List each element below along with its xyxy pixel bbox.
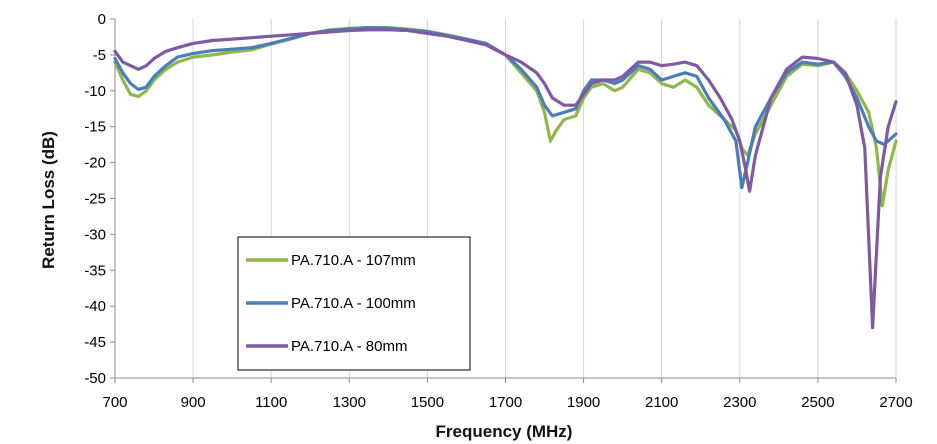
y-tick-label: -45 <box>84 334 106 351</box>
series-lines <box>113 26 898 330</box>
x-tick-label: 900 <box>181 394 206 411</box>
x-tick-label: 2100 <box>645 394 678 411</box>
y-tick-label: 0 <box>98 11 106 28</box>
x-tick-label: 1300 <box>333 394 366 411</box>
series-line-3 <box>113 28 898 330</box>
legend-label: PA.710.A - 80mm <box>291 338 407 355</box>
y-tick-label: -5 <box>93 47 106 64</box>
x-tick-label: 1500 <box>411 394 444 411</box>
y-axis-title: Return Loss (dB) <box>39 131 58 269</box>
x-tick-labels: 700 900 1100 1300 1500 1700 1900 2100 2300 2500 27… <box>102 394 912 411</box>
legend-label: PA.710.A - 100mm <box>291 295 416 312</box>
y-tick-label: -40 <box>84 298 106 315</box>
x-tick-label: 700 <box>102 394 127 411</box>
axes <box>110 18 897 383</box>
x-tick-label: 1900 <box>567 394 600 411</box>
y-tick-label: -30 <box>84 226 106 243</box>
x-axis-title: Frequency (MHz) <box>436 422 573 441</box>
y-tick-label: -50 <box>84 370 106 387</box>
y-tick-label: -35 <box>84 262 106 279</box>
x-tick-label: 2500 <box>801 394 834 411</box>
y-tick-label: -15 <box>84 119 106 136</box>
series-line-1 <box>113 26 898 208</box>
y-tick-label: -20 <box>84 155 106 172</box>
y-tick-label: -10 <box>84 83 106 100</box>
x-tick-label: 2700 <box>879 394 912 411</box>
x-tick-label: 2300 <box>723 394 756 411</box>
legend: PA.710.A - 107mm PA.710.A - 100mm PA.710.A… <box>237 236 471 371</box>
x-tick-label: 1100 <box>255 394 287 411</box>
y-tick-label: -25 <box>84 191 106 208</box>
y-tick-labels: 0 -5 -10 -15 -20 -25 -30 -35 -40 -45 -50 <box>84 11 106 387</box>
legend-label: PA.710.A - 107mm <box>291 252 416 269</box>
x-tick-label: 1700 <box>489 394 522 411</box>
